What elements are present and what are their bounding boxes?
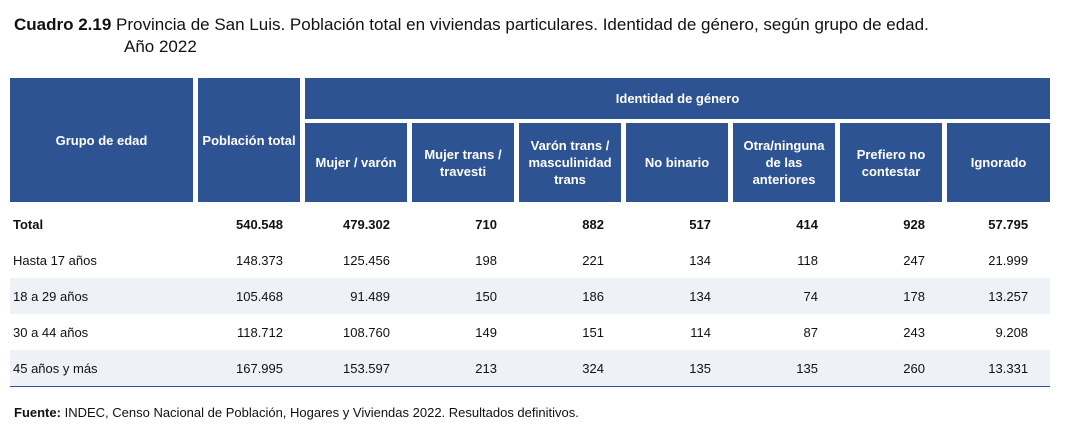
header-varon-trans: Varón trans / masculinidad trans bbox=[519, 123, 626, 206]
header-mujer-varon: Mujer / varón bbox=[305, 123, 412, 206]
table-cell: 882 bbox=[519, 206, 626, 242]
row-label: 18 a 29 años bbox=[10, 278, 198, 314]
table-cell: 13.257 bbox=[947, 278, 1051, 314]
table-cell: 87 bbox=[803, 324, 818, 340]
table-cell: 134 bbox=[689, 252, 711, 268]
table-cell: 928 bbox=[840, 206, 947, 242]
header-no-binario: No binario bbox=[626, 123, 733, 206]
table-cell: 479.302 bbox=[305, 206, 412, 242]
table-cell: 74 bbox=[733, 278, 840, 314]
table-cell: 114 bbox=[690, 324, 711, 340]
table-cell: 198 bbox=[475, 252, 497, 268]
table-cell: 135 bbox=[626, 350, 733, 387]
table-cell: 148.373 bbox=[236, 252, 283, 268]
header-prefiero-no-contestar: Prefiero no contestar bbox=[840, 123, 947, 206]
header-ignorado: Ignorado bbox=[947, 123, 1051, 206]
table-cell: 414 bbox=[733, 206, 840, 242]
header-gender-identity: Identidad de género bbox=[305, 78, 1051, 123]
table-title: Cuadro 2.19 Provincia de San Luis. Pobla… bbox=[14, 14, 929, 58]
table-cell: 324 bbox=[519, 350, 626, 387]
table-cell: 118 bbox=[797, 252, 818, 268]
table-cell: 247 bbox=[903, 252, 925, 268]
table-cell: 134 bbox=[626, 278, 733, 314]
table-cell: 153.597 bbox=[305, 350, 412, 387]
table-cell: 105.468 bbox=[198, 278, 305, 314]
table-cell: 150 bbox=[412, 278, 519, 314]
title-year: Año 2022 bbox=[124, 37, 197, 56]
table-row: Hasta 17 años 148.373 125.456 198 221 13… bbox=[10, 242, 1050, 278]
table-cell: 167.995 bbox=[198, 350, 305, 387]
table-cell: 149 bbox=[475, 324, 497, 340]
table-row: 30 a 44 años 118.712 108.760 149 151 114… bbox=[10, 314, 1050, 350]
table-cell: 135 bbox=[733, 350, 840, 387]
header-total-population: Población total bbox=[198, 78, 305, 206]
table-row: 18 a 29 años 105.468 91.489 150 186 134 … bbox=[10, 278, 1051, 314]
population-table: Grupo de edad Población total Identidad … bbox=[10, 78, 1051, 387]
table-cell: 108.760 bbox=[343, 324, 390, 340]
table-cell: 125.456 bbox=[343, 252, 390, 268]
table-row-total: Total 540.548 479.302 710 882 517 414 92… bbox=[10, 206, 1051, 242]
table-cell: 186 bbox=[519, 278, 626, 314]
source-note: Fuente: INDEC, Censo Nacional de Poblaci… bbox=[14, 405, 579, 420]
table-cell: 243 bbox=[903, 324, 925, 340]
source-label: Fuente: bbox=[14, 405, 61, 420]
table-cell: 540.548 bbox=[198, 206, 305, 242]
table-cell: 13.331 bbox=[947, 350, 1051, 387]
table-number: Cuadro 2.19 bbox=[14, 15, 112, 34]
table-cell: 9.208 bbox=[995, 324, 1029, 340]
table-cell: 517 bbox=[626, 206, 733, 242]
table-cell: 260 bbox=[840, 350, 947, 387]
table-cell: 151 bbox=[582, 324, 604, 340]
table-cell: 710 bbox=[412, 206, 519, 242]
table-cell: 57.795 bbox=[947, 206, 1051, 242]
header-mujer-trans: Mujer trans / travesti bbox=[412, 123, 519, 206]
table-cell: 21.999 bbox=[988, 252, 1029, 268]
header-age-group: Grupo de edad bbox=[10, 78, 198, 206]
row-label: Total bbox=[10, 206, 198, 242]
header-otra: Otra/ninguna de las anteriores bbox=[733, 123, 840, 206]
row-label: Hasta 17 años bbox=[13, 252, 97, 268]
table-cell: 178 bbox=[840, 278, 947, 314]
table-cell: 221 bbox=[582, 252, 604, 268]
row-label: 30 a 44 años bbox=[13, 324, 89, 340]
row-label: 45 años y más bbox=[10, 350, 198, 387]
table-cell: 91.489 bbox=[305, 278, 412, 314]
source-text: INDEC, Censo Nacional de Población, Hoga… bbox=[64, 405, 579, 420]
title-text: Provincia de San Luis. Población total e… bbox=[116, 15, 929, 34]
table-row: 45 años y más 167.995 153.597 213 324 13… bbox=[10, 350, 1051, 387]
table-cell: 118.712 bbox=[236, 324, 283, 340]
table-cell: 213 bbox=[412, 350, 519, 387]
